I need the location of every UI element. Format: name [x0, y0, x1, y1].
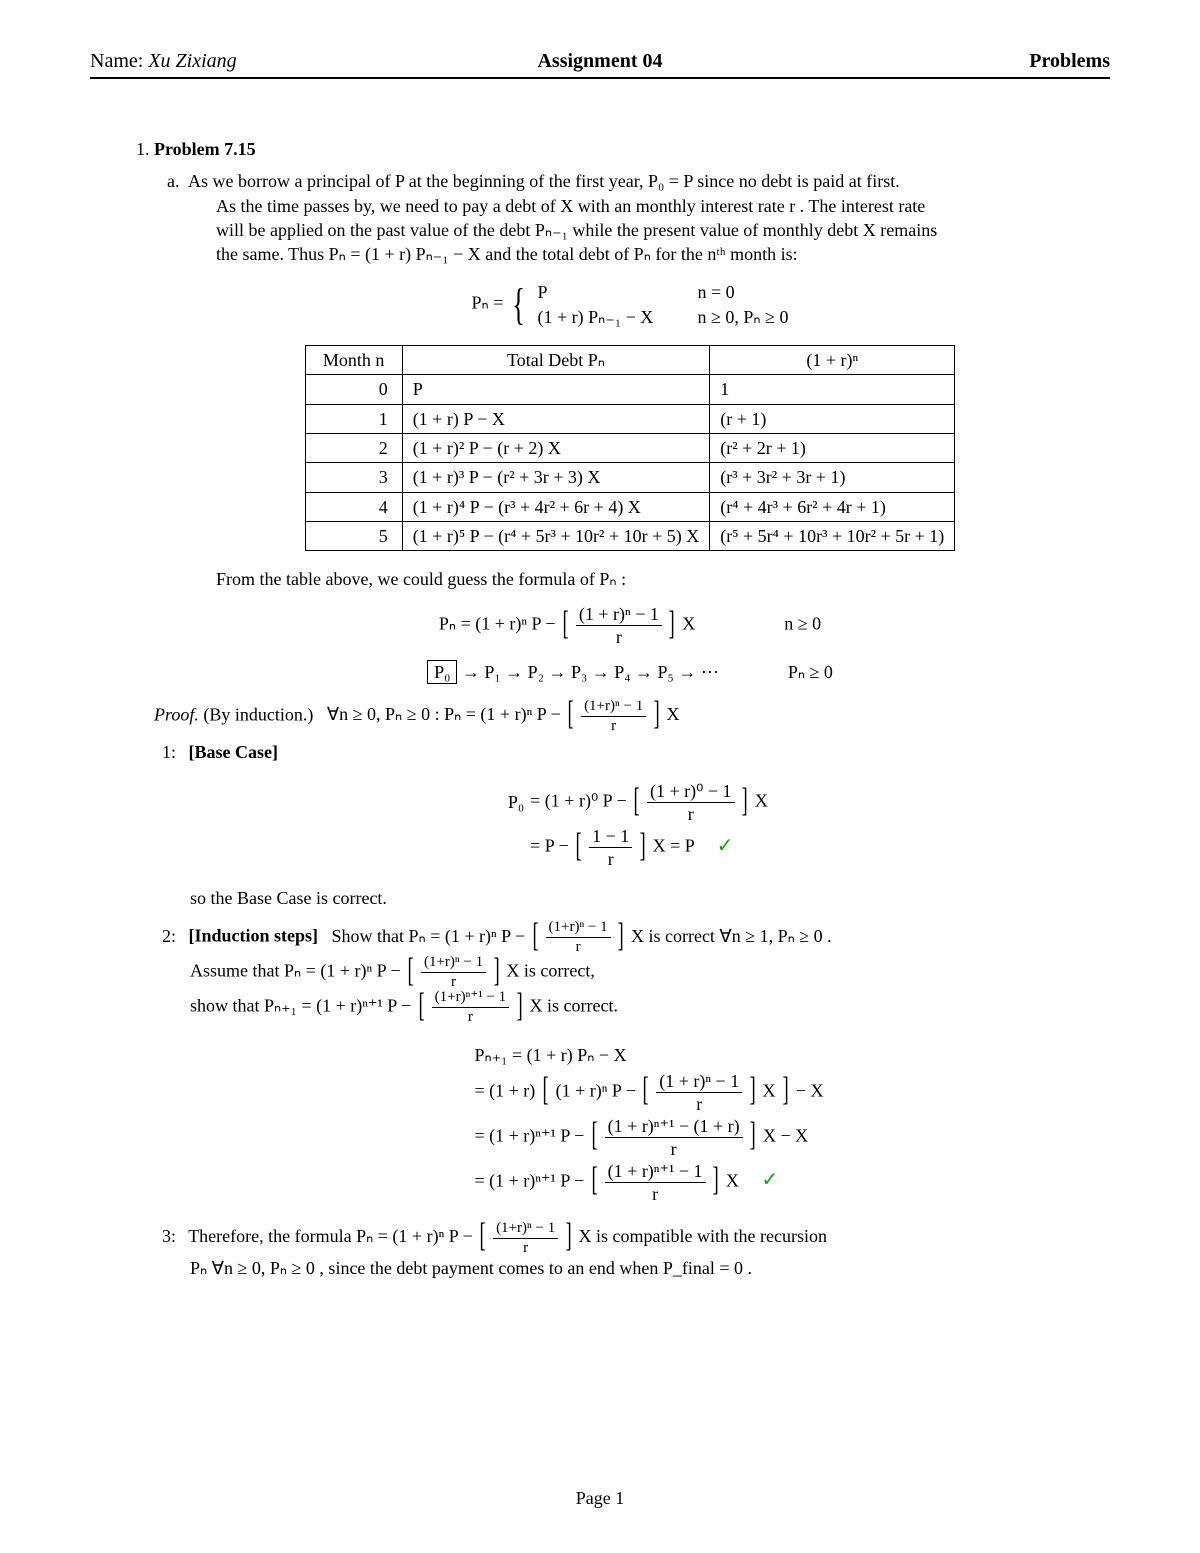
name-value: Xu Zixiang: [148, 50, 236, 72]
pw-r2c2: n ≥ 0, Pₙ ≥ 0: [698, 305, 789, 329]
intro-line: As the time passes by, we need to pay a …: [216, 194, 1072, 218]
check-icon: ✓: [717, 835, 734, 857]
guess-formula: Pₙ = (1 + r)ⁿ P − [ (1 + r)ⁿ − 1r ] X n …: [188, 605, 1072, 646]
intro-line: the same. Thus Pₙ = (1 + r) Pₙ₋₁ − X and…: [216, 242, 1072, 266]
table-row: 5(1 + r)⁵ P − (r⁴ + 5r³ + 10r² + 10r + 5…: [305, 521, 955, 550]
piecewise-lhs: Pₙ =: [472, 293, 504, 313]
page-header: Name: Xu Zixiang Assignment 04 Problems: [90, 50, 1110, 79]
proof-block: Proof. (By induction.) ∀n ≥ 0, Pₙ ≥ 0 : …: [154, 699, 1072, 734]
problem-title: Problem 7.15: [154, 137, 1072, 161]
brace-icon: {: [512, 283, 525, 327]
pw-r1c1: P: [538, 280, 698, 304]
header-right: Problems: [1029, 50, 1110, 73]
page-footer: Page 1: [0, 1488, 1200, 1509]
debt-table: Month n Total Debt Pₙ (1 + r)ⁿ 0P1 1(1 +…: [305, 345, 956, 551]
after-table: From the table above, we could guess the…: [216, 567, 1072, 591]
step-base: 1: [Base Case] P₀ = (1 + r)⁰ P − [ (1 + …: [162, 740, 1072, 911]
proof-label: Proof.: [154, 704, 199, 724]
table-row: 1(1 + r) P − X(r + 1): [305, 404, 955, 433]
step-induction: 2: [Induction steps] Show that Pₙ = (1 +…: [162, 920, 1072, 1206]
table-row: 3(1 + r)³ P − (r² + 3r + 3) X(r³ + 3r² +…: [305, 463, 955, 492]
page: Name: Xu Zixiang Assignment 04 Problems …: [0, 0, 1200, 1553]
chain-boxed: P₀: [427, 660, 457, 684]
th-pow: (1 + r)ⁿ: [710, 346, 955, 375]
lbracket-icon: [: [563, 609, 569, 639]
header-name: Name: Xu Zixiang: [90, 50, 237, 73]
rbracket-icon: ]: [669, 609, 675, 639]
th-month: Month n: [305, 346, 402, 375]
check-icon: ✓: [761, 1169, 778, 1191]
part-a: As we borrow a principal of P at the beg…: [184, 169, 1072, 684]
table-row: 2(1 + r)² P − (r + 2) X(r² + 2r + 1): [305, 433, 955, 462]
page-body: Problem 7.15 As we borrow a principal of…: [90, 79, 1110, 1280]
piecewise-eq: Pₙ = { P n = 0 (1 + r) Pₙ₋₁ − X n ≥ 0, P…: [188, 280, 1072, 329]
pw-r2c1: (1 + r) Pₙ₋₁ − X: [538, 305, 698, 329]
name-label: Name:: [90, 50, 143, 72]
chain: P₀ → P₁ → P₂ → P₃ → P₄ → P₅ → ⋯ Pₙ ≥ 0: [188, 660, 1072, 684]
pw-r1c2: n = 0: [698, 280, 735, 304]
intro-line: As we borrow a principal of P at the beg…: [188, 169, 1072, 193]
table-row: 4(1 + r)⁴ P − (r³ + 4r² + 6r + 4) X(r⁴ +…: [305, 492, 955, 521]
problem: Problem 7.15 As we borrow a principal of…: [154, 137, 1072, 1280]
header-title: Assignment 04: [537, 50, 662, 73]
table-row: 0P1: [305, 375, 955, 404]
step-therefore: 3: Therefore, the formula Pₙ = (1 + r)ⁿ …: [162, 1221, 1072, 1280]
debt-tbody: 0P1 1(1 + r) P − X(r + 1) 2(1 + r)² P − …: [305, 375, 955, 551]
th-debt: Total Debt Pₙ: [402, 346, 710, 375]
intro-line: will be applied on the past value of the…: [216, 218, 1072, 242]
